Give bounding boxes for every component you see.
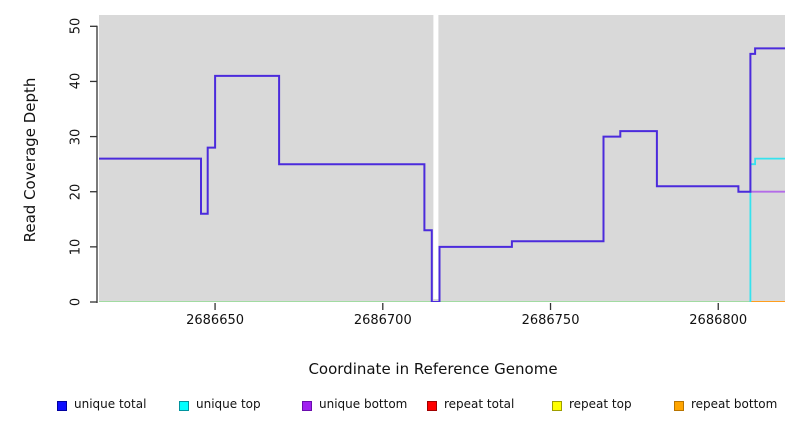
x-tick-label: 2686750: [521, 313, 580, 328]
legend-swatch-icon: [302, 401, 312, 411]
legend-swatch-icon: [179, 401, 189, 411]
legend-swatch-icon: [427, 401, 437, 411]
x-tick-label: 2686800: [689, 313, 748, 328]
legend-swatch-icon: [552, 401, 562, 411]
y-tick-label: 10: [68, 238, 84, 256]
x-tick-label: 2686700: [353, 313, 412, 328]
y-tick-label: 50: [68, 18, 84, 35]
y-axis-title: Read Coverage Depth: [21, 77, 39, 243]
y-tick-label: 20: [68, 183, 84, 200]
plot-area: [99, 15, 785, 302]
y-tick-label: 0: [68, 297, 84, 307]
y-tick-label: 30: [68, 128, 84, 145]
plot-series-canvas: [99, 15, 785, 302]
legend: unique total unique top unique bottom repea…: [0, 396, 792, 420]
series-unique-top: [749, 157, 785, 302]
y-tick-label: 40: [68, 73, 84, 90]
x-axis-title: Coordinate in Reference Genome: [308, 360, 558, 378]
legend-label: repeat total: [444, 397, 515, 411]
legend-label: repeat top: [569, 397, 632, 411]
legend-label: unique bottom: [319, 397, 408, 411]
x-tick-label: 2686650: [186, 313, 245, 328]
coverage-gap-stripe: [433, 15, 439, 299]
legend-label: unique total: [74, 397, 147, 411]
series-unique-total: [99, 47, 785, 302]
legend-swatch-icon: [57, 401, 67, 411]
legend-swatch-icon: [674, 401, 684, 411]
legend-label: repeat bottom: [691, 397, 778, 411]
legend-label: unique top: [196, 397, 261, 411]
